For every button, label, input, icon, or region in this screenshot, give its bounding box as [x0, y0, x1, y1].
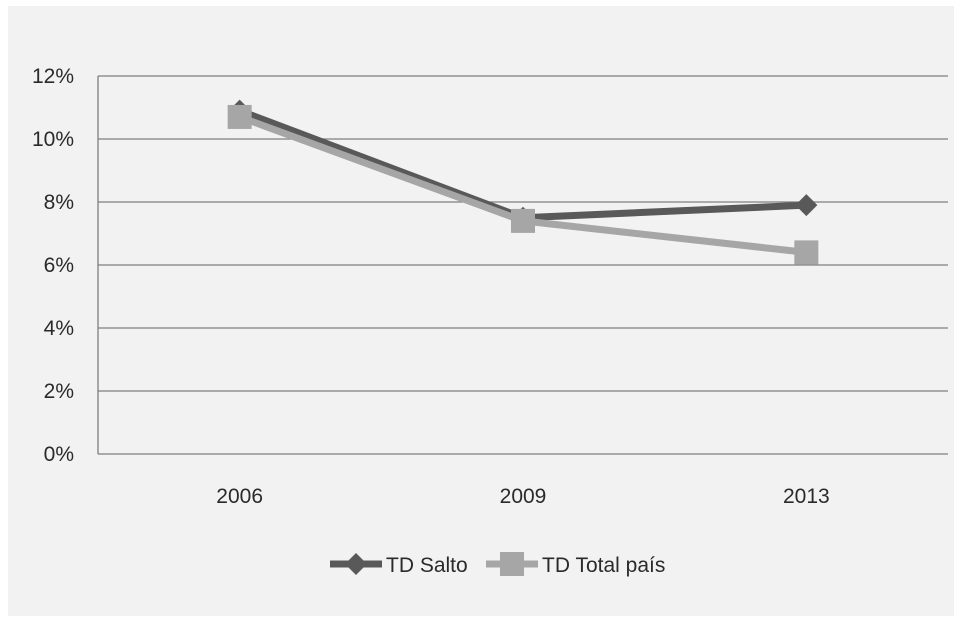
- x-tick-label: 2009: [500, 485, 547, 508]
- y-tick-label: 10%: [32, 128, 74, 151]
- series-markers: [227, 99, 819, 265]
- legend-swatch-marker: [500, 552, 524, 576]
- y-tick-label: 4%: [44, 317, 74, 340]
- y-tick-label: 0%: [44, 443, 74, 466]
- data-point-td-total-pais: [794, 240, 819, 265]
- data-point-td-total-pais: [511, 208, 535, 233]
- y-tick-label: 6%: [44, 254, 74, 277]
- legend-label: TD Salto: [386, 554, 468, 577]
- y-tick-label: 2%: [44, 380, 74, 403]
- x-axis-ticks: 2006 2009 2013: [216, 485, 829, 508]
- line-chart: 0%2%4%6%8%10%12% 2006 2009 2013 TD Salto TD…: [32, 65, 948, 577]
- legend-label: TD Total país: [542, 554, 665, 577]
- data-point-td-salto: [795, 194, 818, 217]
- data-point-td-total-pais: [227, 104, 252, 129]
- chart-frame: 0% 2% 4% 6% 8% 10% 12% 2006 2009 2013 TD Salto TD…: [8, 6, 954, 616]
- x-tick-label: 2013: [783, 485, 830, 508]
- axes: [97, 76, 948, 455]
- gridlines: [98, 75, 948, 392]
- legend-item-td-total-pais: TD Total país: [486, 552, 665, 577]
- x-tick-label: 2006: [216, 485, 263, 508]
- y-axis-ticks: 0% 2% 4% 6% 8% 10% 12%: [32, 65, 74, 466]
- y-tick-label: 12%: [32, 65, 74, 88]
- legend-item-td-salto: TD Salto: [330, 553, 468, 577]
- legend: TD Salto TD Total país: [330, 552, 665, 577]
- legend-swatch-marker: [345, 553, 367, 575]
- y-tick-label: 8%: [44, 191, 74, 214]
